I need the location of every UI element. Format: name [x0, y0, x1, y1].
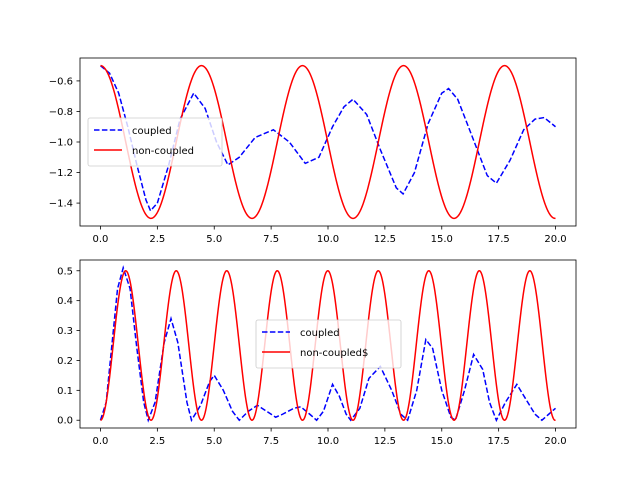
y-tick-label: 0.4	[57, 296, 73, 307]
y-tick-label: −0.6	[49, 76, 73, 87]
x-tick-label: 2.5	[149, 234, 165, 245]
x-tick-label: 12.5	[374, 436, 396, 447]
x-tick-label: 10.0	[317, 234, 339, 245]
legend: coupled non-coupled	[87, 117, 223, 167]
x-tick-label: 20.0	[544, 234, 566, 245]
x-tick-label: 5.0	[206, 436, 222, 447]
bottom-subplot: 0.0 2.5 5.0 7.5 10.0 12.5 15.0 17.5 20.0 0.0 0.1 0.…	[57, 259, 577, 447]
y-tick-label: −0.8	[49, 107, 73, 118]
series-line-coupled	[99, 265, 557, 423]
x-tick-label: 15.0	[431, 436, 453, 447]
legend-frame	[255, 319, 402, 369]
y-tick-label: −1.4	[49, 199, 73, 210]
x-tick-label: 7.5	[263, 436, 279, 447]
top-subplot: 0.0 2.5 5.0 7.5 10.0 12.5 15.0 17.5 20.0 −0.6 −0.8…	[49, 57, 577, 245]
y-tick-label: 0.3	[57, 326, 73, 337]
x-tick-label: 15.0	[431, 234, 453, 245]
y-tick-label: 0.2	[57, 356, 73, 367]
y-tick-label: 0.0	[57, 416, 73, 427]
x-tick-label: 2.5	[149, 436, 165, 447]
x-tick-label: 17.5	[488, 234, 510, 245]
x-tick-label: 0.0	[93, 234, 109, 245]
series-line-coupled	[99, 65, 556, 213]
legend-label: non-coupled	[132, 146, 194, 157]
legend-label: coupled	[300, 328, 340, 339]
x-tick-label: 0.0	[93, 436, 109, 447]
x-tick-label: 20.0	[544, 436, 566, 447]
y-tick-label: −1.0	[49, 138, 73, 149]
legend: coupled non-coupled$	[255, 319, 402, 369]
x-tick-label: 10.0	[317, 436, 339, 447]
y-tick-label: 0.1	[57, 386, 73, 397]
y-tick-label: 0.5	[57, 266, 73, 277]
series-line-non-coupled	[100, 269, 556, 422]
x-tick-label: 5.0	[206, 234, 222, 245]
x-tick-label: 12.5	[374, 234, 396, 245]
x-tick-label: 17.5	[488, 436, 510, 447]
y-tick-label: −1.2	[49, 168, 73, 179]
legend-label: non-coupled$	[300, 348, 368, 359]
legend-label: coupled	[132, 126, 172, 137]
x-tick-label: 7.5	[263, 234, 279, 245]
